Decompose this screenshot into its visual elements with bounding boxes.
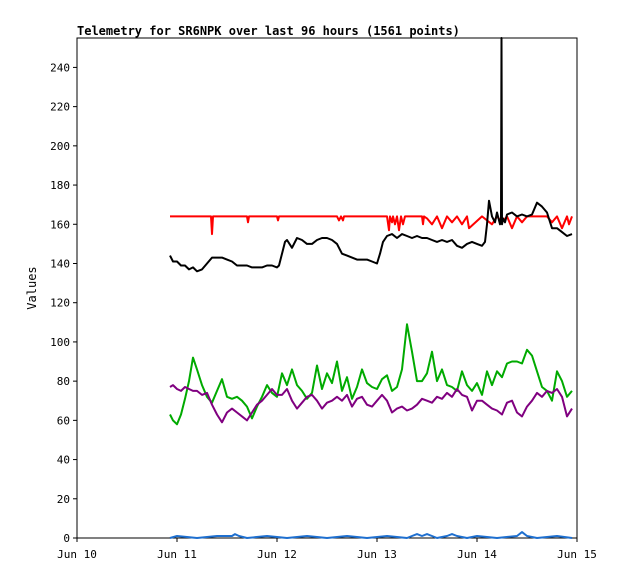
x-tick-label: Jun 11	[157, 548, 197, 561]
x-tick-label: Jun 15	[557, 548, 597, 561]
y-tick-label: 220	[50, 101, 70, 114]
series-line-4	[169, 384, 573, 424]
x-tick-label: Jun 13	[357, 548, 397, 561]
y-tick-label: 80	[57, 375, 70, 388]
series-line-2	[169, 37, 573, 273]
x-tick-label: Jun 10	[57, 548, 97, 561]
y-tick-label: 240	[50, 61, 70, 74]
y-tick-label: 20	[57, 493, 70, 506]
x-axis: Jun 10 Jun 11 Jun 12 Jun 13 Jun 14 Jun 15	[57, 538, 597, 561]
series-line-5	[169, 531, 573, 539]
y-axis: 0 20 40 60 80 100 120 140 160 180 200 220 240	[50, 61, 77, 545]
series-layer	[169, 37, 573, 539]
y-axis-label: Values	[25, 266, 39, 309]
y-tick-label: 120	[50, 297, 70, 310]
x-tick-label: Jun 12	[257, 548, 297, 561]
y-tick-label: 200	[50, 140, 70, 153]
y-tick-label: 0	[63, 532, 70, 545]
x-tick-label: Jun 14	[457, 548, 497, 561]
y-tick-label: 160	[50, 218, 70, 231]
y-tick-label: 40	[57, 454, 70, 467]
y-tick-label: 140	[50, 257, 70, 270]
y-tick-label: 100	[50, 336, 70, 349]
y-tick-label: 180	[50, 179, 70, 192]
series-line-1	[170, 215, 573, 236]
series-line-3	[169, 323, 573, 426]
y-tick-label: 60	[57, 414, 70, 427]
chart-title: Telemetry for SR6NPK over last 96 hours …	[77, 24, 460, 38]
